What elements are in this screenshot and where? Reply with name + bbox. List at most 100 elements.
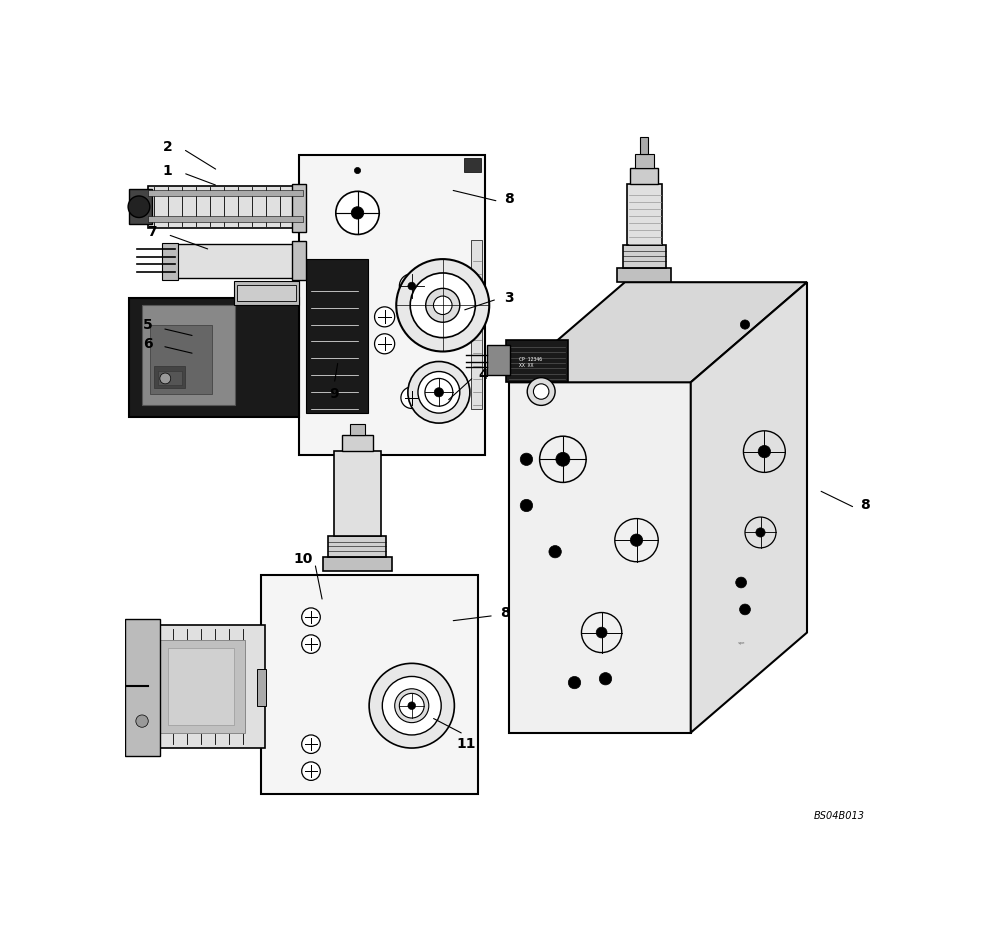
Bar — [640, 137, 648, 154]
Circle shape — [369, 664, 454, 748]
Circle shape — [599, 673, 612, 685]
Bar — [257, 668, 266, 706]
Bar — [129, 189, 152, 225]
Text: CP 12346: CP 12346 — [519, 357, 542, 362]
Circle shape — [401, 387, 423, 409]
Bar — [142, 306, 235, 405]
Text: BS04B013: BS04B013 — [814, 811, 865, 822]
Bar — [292, 242, 306, 280]
Circle shape — [520, 453, 533, 465]
Bar — [323, 557, 392, 571]
Text: spe: spe — [737, 641, 745, 645]
Bar — [148, 190, 303, 196]
Text: 8: 8 — [500, 606, 510, 620]
Bar — [350, 424, 365, 435]
Text: 3: 3 — [504, 290, 513, 305]
Circle shape — [745, 517, 776, 548]
Bar — [334, 451, 381, 536]
Circle shape — [410, 273, 475, 337]
Circle shape — [408, 362, 470, 423]
Circle shape — [136, 715, 148, 728]
Circle shape — [354, 167, 361, 174]
Bar — [487, 345, 510, 375]
Circle shape — [758, 446, 771, 458]
Circle shape — [302, 735, 320, 754]
Circle shape — [533, 384, 549, 400]
Text: 4: 4 — [478, 368, 488, 382]
Bar — [299, 155, 485, 456]
Circle shape — [527, 378, 555, 405]
Circle shape — [395, 689, 429, 723]
Text: 9: 9 — [329, 387, 339, 400]
Bar — [506, 340, 568, 383]
Polygon shape — [691, 282, 807, 732]
Circle shape — [630, 534, 643, 546]
Circle shape — [433, 296, 452, 315]
Polygon shape — [509, 282, 807, 383]
Bar — [342, 435, 373, 451]
Circle shape — [128, 196, 150, 217]
Bar — [630, 168, 658, 183]
Circle shape — [736, 577, 747, 588]
Circle shape — [740, 320, 750, 329]
Circle shape — [434, 387, 444, 397]
Bar — [148, 216, 303, 222]
Text: XX XX: XX XX — [519, 363, 533, 368]
Circle shape — [556, 452, 570, 466]
Circle shape — [615, 519, 658, 562]
Circle shape — [425, 379, 453, 406]
Text: 6: 6 — [143, 337, 153, 351]
Bar — [148, 186, 303, 228]
Bar — [627, 183, 662, 245]
Bar — [306, 259, 368, 413]
Circle shape — [549, 545, 561, 557]
Bar — [125, 625, 264, 748]
Bar — [635, 154, 654, 168]
Bar — [168, 648, 234, 725]
Circle shape — [396, 259, 489, 352]
Text: 5: 5 — [143, 318, 153, 332]
Bar — [471, 240, 482, 409]
Bar — [623, 245, 666, 268]
Circle shape — [336, 192, 379, 234]
Circle shape — [375, 334, 395, 353]
Bar — [125, 619, 160, 756]
Circle shape — [520, 499, 533, 511]
Circle shape — [408, 282, 416, 290]
Bar — [261, 574, 478, 794]
Bar — [617, 268, 671, 282]
Circle shape — [408, 702, 416, 710]
Text: 8: 8 — [504, 192, 514, 206]
Text: 11: 11 — [456, 737, 476, 751]
Circle shape — [426, 289, 460, 322]
Circle shape — [596, 627, 607, 638]
Bar — [154, 366, 185, 387]
Text: 7: 7 — [147, 226, 157, 239]
Bar — [234, 281, 299, 306]
Bar — [237, 285, 296, 302]
Circle shape — [375, 306, 395, 327]
Circle shape — [351, 207, 364, 219]
Text: 8: 8 — [860, 498, 870, 512]
Circle shape — [540, 436, 586, 482]
Circle shape — [302, 762, 320, 780]
Bar — [156, 640, 245, 732]
Circle shape — [302, 634, 320, 653]
Bar — [150, 324, 212, 394]
Circle shape — [302, 608, 320, 626]
Circle shape — [581, 613, 622, 652]
Circle shape — [418, 371, 460, 413]
Circle shape — [756, 528, 765, 537]
Bar — [328, 536, 386, 557]
Bar — [175, 243, 299, 278]
Bar — [162, 243, 178, 280]
Bar — [129, 298, 299, 417]
Bar — [158, 370, 182, 384]
Circle shape — [568, 677, 581, 689]
Text: 1: 1 — [163, 164, 173, 178]
Circle shape — [743, 431, 785, 473]
Circle shape — [399, 274, 424, 298]
Circle shape — [160, 373, 171, 384]
Polygon shape — [509, 383, 691, 732]
Text: 10: 10 — [294, 553, 313, 567]
